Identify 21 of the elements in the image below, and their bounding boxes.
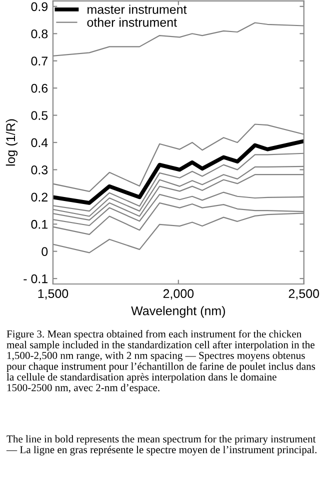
y-tick-label: 0.6 — [31, 84, 48, 93]
y-tick-label: 0.2 — [31, 192, 48, 202]
y-tick-label: 0.4 — [31, 138, 48, 148]
y-tick-label: 0.8 — [31, 29, 48, 38]
y-axis-title: log (1/R) — [6, 119, 18, 166]
x-tick-label: 2,500 — [288, 289, 320, 300]
x-tick-label: 2,000 — [163, 289, 194, 300]
y-tick-label: 0.1 — [31, 220, 48, 229]
x-tick-label: 1,500 — [38, 289, 68, 300]
y-tick-label: 0.9 — [31, 2, 48, 12]
y-tick-label: 0 — [42, 247, 48, 256]
legend-label: master instrument — [88, 4, 187, 14]
line-series — [52, 139, 304, 205]
text: The line in bold represents the mean spectrum for the primary instrument — La ligne en gras représente le spectre moyen de l’instrument principal. — [6, 435, 316, 456]
x-axis-title: Wavelenght (nm) — [131, 306, 226, 318]
caption: Figure 3. Mean spectra obtained from each instrument for the chicken meal sample included in the standardization cell after interpolation in the 1,500-2,500 nm range, with 2 nm spacing — Spectres moyens obtenus pour chaque instrument pour l’échantillon de farine de poulet inclus dans la cellule de standardisation après interpolation dans le domaine 1500-2500 nm, avec 2-nm d’espace. — [6, 330, 316, 394]
y-tick-label: 0.3 — [31, 166, 48, 174]
y-tick-label: 0.7 — [31, 56, 48, 66]
y-tick-label: 0.5 — [31, 111, 48, 120]
y-tick-label: - 0.1 — [24, 274, 48, 284]
legend-label: other instrument — [87, 18, 177, 27]
